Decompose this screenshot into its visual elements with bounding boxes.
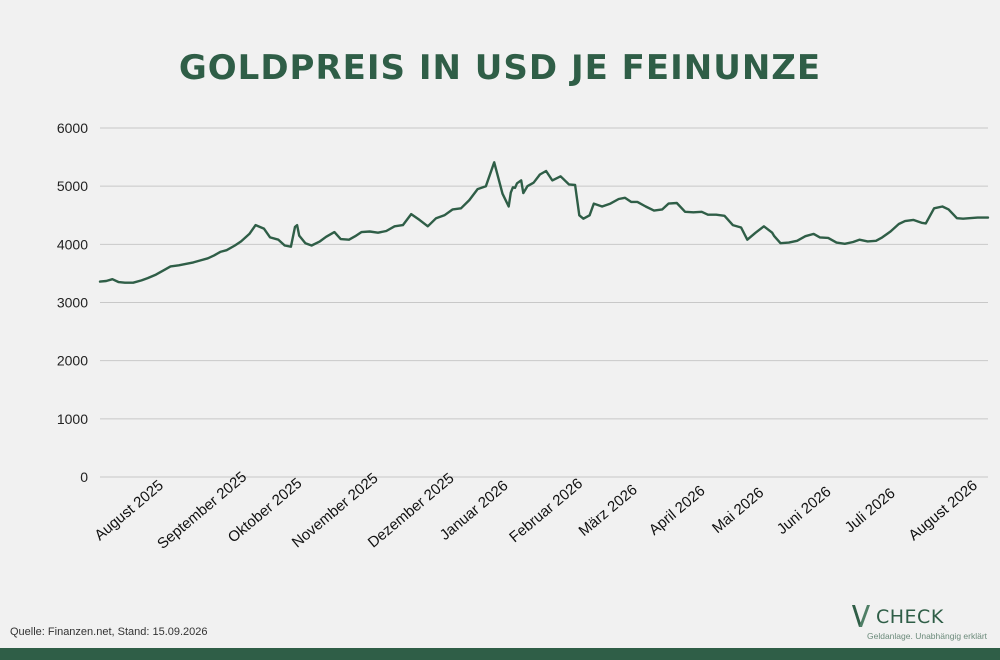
v-logo-icon — [852, 605, 870, 627]
x-tick-label: Juni 2026 — [774, 483, 835, 538]
x-tick-label: Juli 2026 — [842, 485, 899, 537]
logo-tagline: Geldanlage. Unabhängig erklärt — [867, 631, 988, 641]
series-line — [98, 161, 990, 284]
x-tick-label: August 2025 — [91, 477, 166, 544]
footer-bar — [0, 648, 1000, 660]
x-tick-label: Februar 2026 — [506, 475, 586, 546]
chart-title: GOLDPREIS IN USD JE FEINUNZE — [178, 48, 822, 88]
x-tick-label: Mai 2026 — [709, 484, 767, 537]
source-note: Quelle: Finanzen.net, Stand: 15.09.2026 — [10, 626, 208, 638]
chart-area: 0 1000 2000 3000 4000 5000 6000 August 2025Sep… — [57, 120, 990, 553]
y-tick-label: 2000 — [57, 353, 88, 369]
y-axis-tick-labels: 0 1000 2000 3000 4000 5000 6000 — [57, 120, 88, 485]
x-tick-label: August 2026 — [905, 477, 980, 544]
gold-price-series — [98, 161, 990, 284]
y-tick-label: 4000 — [57, 236, 88, 252]
y-tick-label: 0 — [80, 469, 88, 485]
logo-wordmark: CHECK — [876, 606, 944, 628]
grid-lines — [100, 127, 988, 478]
y-tick-label: 6000 — [57, 120, 88, 136]
y-tick-label: 5000 — [57, 178, 88, 194]
y-tick-label: 3000 — [57, 295, 88, 311]
y-tick-label: 1000 — [57, 411, 88, 427]
x-tick-label: März 2026 — [575, 481, 640, 540]
logo: CHECK Geldanlage. Unabhängig erklärt — [850, 600, 990, 646]
x-tick-label: April 2026 — [646, 482, 709, 538]
